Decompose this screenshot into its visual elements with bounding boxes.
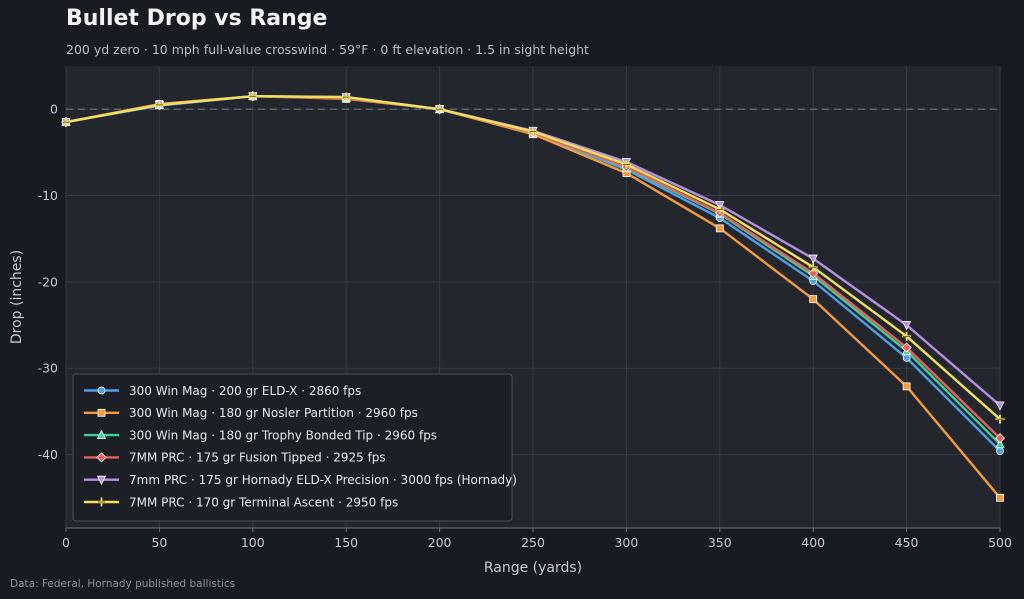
x-tick-label: 500	[988, 535, 1012, 550]
legend-marker	[97, 386, 106, 395]
chart-title: Bullet Drop vs Range	[66, 6, 328, 31]
y-axis-title: Drop (inches)	[9, 250, 25, 344]
x-tick-label: 250	[521, 535, 545, 550]
data-point	[808, 268, 819, 279]
x-tick-label: 150	[334, 535, 358, 550]
data-point	[621, 159, 631, 169]
x-tick-label: 300	[614, 535, 638, 550]
x-tick-label: 0	[62, 535, 70, 550]
data-point	[902, 353, 911, 362]
data-point	[808, 254, 818, 264]
legend-marker	[96, 429, 107, 440]
x-tick-label: 50	[151, 535, 167, 550]
data-point	[902, 331, 912, 341]
legend-item: 300 Win Mag · 200 gr ELD-X · 2860 fps	[84, 384, 361, 398]
y-tick-label: -40	[38, 447, 58, 462]
tick-labels: 0 50 100 150 200 250 300 350 400 450 500 0 -10 -20 -30…	[38, 102, 1012, 550]
legend-marker	[97, 497, 106, 507]
series-layer	[60, 90, 1006, 502]
x-tick-label: 350	[708, 535, 732, 550]
data-point	[996, 447, 1004, 456]
x-tick-label: 100	[241, 535, 265, 550]
x-tick-label: 450	[895, 535, 919, 550]
data-point	[995, 438, 1005, 449]
data-point	[808, 262, 818, 272]
y-tick-label: -20	[38, 274, 58, 289]
data-point	[715, 204, 725, 214]
data-point	[435, 104, 445, 114]
data-point	[902, 382, 911, 391]
data-point	[901, 342, 912, 353]
data-point	[996, 493, 1004, 502]
x-axis-title: Range (yards)	[484, 560, 582, 576]
data-point	[341, 92, 351, 102]
legend-marker	[97, 408, 106, 417]
legend-label: 300 Win Mag · 180 gr Nosler Partition · …	[129, 406, 418, 420]
legend-label: 7MM PRC · 170 gr Terminal Ascent · 2950 …	[129, 495, 398, 509]
data-point	[248, 91, 258, 101]
legend-label: 7MM PRC · 175 gr Fusion Tipped · 2925 fp…	[129, 451, 386, 465]
data-point	[809, 295, 818, 304]
legend-item: 300 Win Mag · 180 gr Nosler Partition · …	[84, 406, 418, 420]
y-tick-label: 0	[50, 102, 58, 117]
legend-label: 300 Win Mag · 180 gr Trophy Bonded Tip ·…	[129, 428, 437, 442]
data-source-note: Data: Federal, Hornady published ballist…	[10, 578, 236, 590]
x-tick-label: 200	[428, 535, 452, 550]
y-tick-label: -10	[38, 188, 58, 203]
series-6	[61, 91, 1005, 424]
legend-label: 300 Win Mag · 200 gr ELD-X · 2860 fps	[129, 384, 361, 398]
legend-marker	[96, 452, 107, 463]
data-point	[715, 224, 724, 233]
data-point	[528, 127, 538, 137]
data-point	[994, 433, 1006, 444]
x-tick-label: 400	[801, 535, 825, 550]
legend-box	[72, 373, 513, 522]
data-point	[901, 321, 912, 331]
legend-item: 7MM PRC · 170 gr Terminal Ascent · 2950 …	[84, 495, 398, 509]
data-point	[995, 414, 1005, 424]
legend-item: 300 Win Mag · 180 gr Trophy Bonded Tip ·…	[84, 428, 437, 442]
legend-item: 7MM PRC · 175 gr Fusion Tipped · 2925 fp…	[84, 451, 386, 465]
data-point	[995, 401, 1005, 411]
legend-marker	[96, 475, 107, 486]
legend-item: 7mm PRC · 175 gr Hornady ELD-X Precision…	[84, 473, 517, 487]
legend: 300 Win Mag · 200 gr ELD-X · 2860 fps 300…	[72, 373, 517, 522]
data-point	[61, 117, 71, 127]
data-point	[154, 100, 164, 110]
chart-subtitle: 200 yd zero · 10 mph full-value crosswin…	[66, 42, 589, 57]
legend-label: 7mm PRC · 175 gr Hornady ELD-X Precision…	[129, 473, 517, 487]
y-tick-label: -30	[38, 361, 58, 376]
